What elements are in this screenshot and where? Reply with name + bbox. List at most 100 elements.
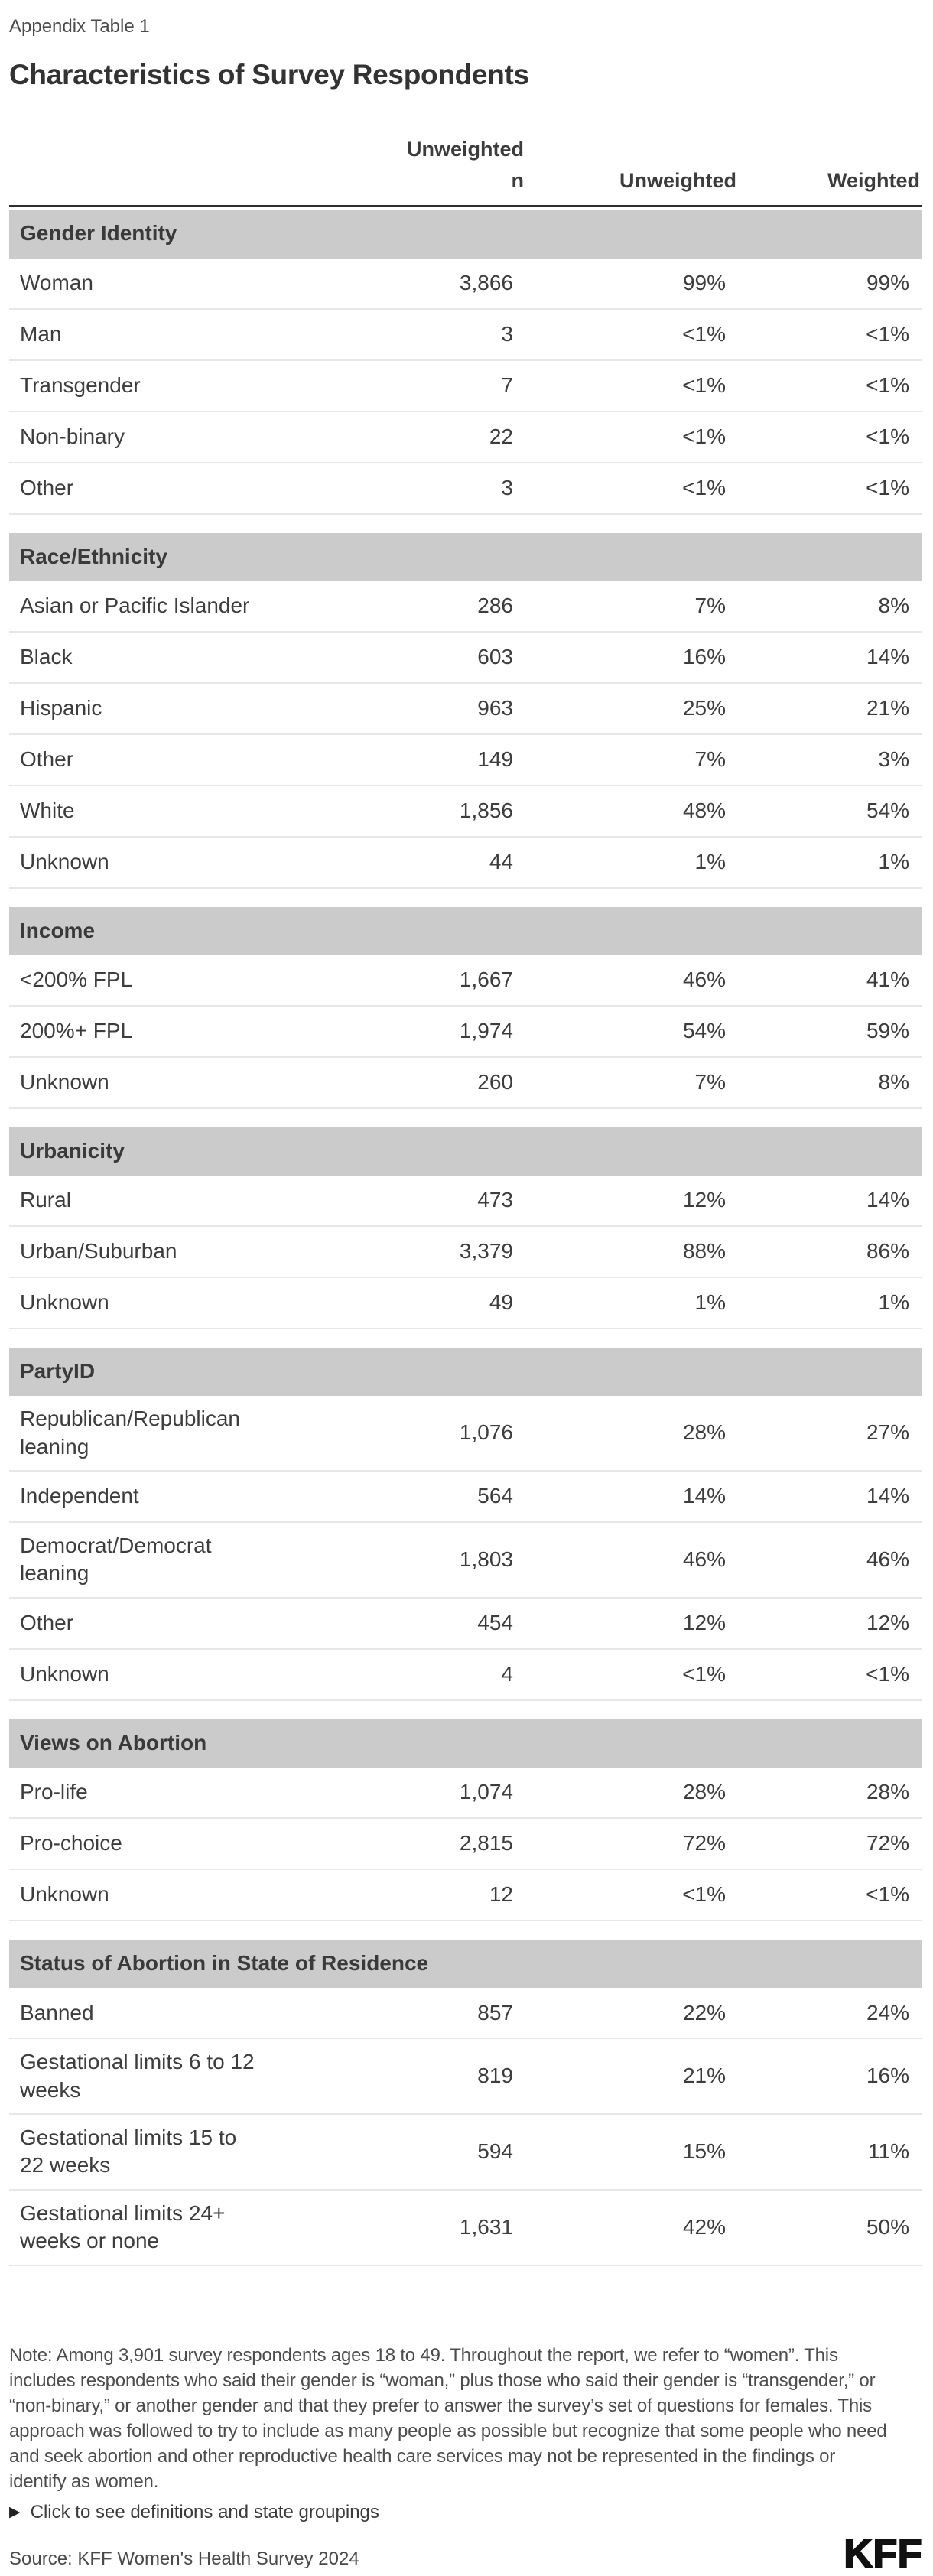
row-unweighted-pct-value: 28%: [682, 1420, 726, 1445]
note-text: Note: Among 3,901 survey respondents age…: [9, 2344, 887, 2492]
row-label: Transgender: [20, 372, 141, 397]
row-weighted-pct-value: <1%: [866, 1662, 909, 1686]
row-label: Asian or Pacific Islander: [20, 594, 250, 618]
row-unweighted-pct-value: 14%: [682, 1484, 726, 1508]
row-unweighted-pct-value: 46%: [682, 1547, 726, 1572]
row-weighted-pct-value: 41%: [866, 968, 909, 992]
row-unweighted-n-value: 3,379: [459, 1239, 513, 1264]
row-unweighted-n-value: 260: [477, 1070, 513, 1094]
table-row: Pro-life 1,074 28% 28%: [9, 1768, 922, 1820]
row-weighted-pct-value: 86%: [866, 1239, 909, 1264]
row-weighted-pct-value: 8%: [878, 1070, 909, 1094]
row-label: Unknown: [20, 1662, 109, 1686]
row-unweighted-n-value: 1,074: [459, 1780, 513, 1804]
table-eyebrow: Appendix Table 1: [9, 16, 150, 37]
table-body: Gender Identity Woman 3,866 99% 99% Man …: [9, 210, 922, 2266]
table-section: Views on Abortion Pro-life 1,074 28% 28%…: [9, 1719, 922, 1922]
table-row: Democrat/Democrat leaning 1,803 46% 46%: [9, 1523, 922, 1599]
row-unweighted-pct-value: 12%: [682, 1188, 726, 1212]
row-weighted-pct-value: 46%: [866, 1547, 909, 1572]
row-label: Pro-choice: [20, 1831, 122, 1856]
row-unweighted-n-value: 44: [489, 850, 513, 874]
table-row: Asian or Pacific Islander 286 7% 8%: [9, 581, 922, 633]
row-weighted-pct-value: 54%: [866, 798, 909, 823]
row-weighted-pct-value: <1%: [866, 475, 909, 499]
respondent-characteristics-table: Unweighted n Unweighted Weighted Gender …: [9, 134, 922, 2266]
row-weighted-pct-value: <1%: [866, 424, 909, 448]
row-unweighted-pct-value: 15%: [682, 2139, 726, 2164]
row-label: Unknown: [20, 1290, 109, 1315]
row-unweighted-pct-value: <1%: [682, 1662, 726, 1686]
row-unweighted-n-value: 1,803: [459, 1547, 513, 1572]
table-row: White 1,856 48% 54%: [9, 786, 922, 838]
table-section: Gender Identity Woman 3,866 99% 99% Man …: [9, 210, 922, 515]
table-row: Non-binary 22 <1% <1%: [9, 412, 922, 463]
row-unweighted-n-value: 594: [477, 2139, 513, 2164]
row-unweighted-pct-value: 1%: [694, 850, 726, 874]
row-label: Banned: [20, 2000, 94, 2025]
table-row: Man 3 <1% <1%: [9, 310, 922, 361]
row-label: White: [20, 798, 75, 823]
row-unweighted-pct-value: 1%: [694, 1290, 726, 1315]
row-unweighted-pct-value: <1%: [682, 475, 726, 499]
row-unweighted-n-value: 473: [477, 1188, 513, 1212]
row-unweighted-n-value: 3: [501, 475, 513, 499]
kff-logo: KFF: [843, 2531, 922, 2576]
row-unweighted-pct-value: 7%: [694, 594, 726, 618]
row-label: Other: [20, 475, 74, 499]
row-label: Rural: [20, 1188, 71, 1212]
row-weighted-pct-value: 50%: [866, 2214, 909, 2239]
row-label: Unknown: [20, 1070, 109, 1094]
row-weighted-pct-value: 28%: [866, 1780, 909, 1804]
section-rows: Asian or Pacific Islander 286 7% 8% Blac…: [9, 581, 922, 889]
table-row: Unknown 260 7% 8%: [9, 1058, 922, 1109]
table-row: Gestational limits 24+ weeks or none 1,6…: [9, 2191, 922, 2266]
row-unweighted-pct-value: 88%: [682, 1239, 726, 1264]
row-unweighted-pct-value: 22%: [682, 2000, 726, 2025]
section-header: Urbanicity: [9, 1127, 922, 1176]
row-label: Gestational limits 6 to 12 weeks: [20, 2050, 255, 2102]
table-row: Independent 564 14% 14%: [9, 1472, 922, 1524]
row-weighted-pct-value: 11%: [868, 2139, 909, 2164]
definitions-toggle[interactable]: ▶ Click to see definitions and state gro…: [9, 2502, 379, 2523]
page-title: Characteristics of Survey Respondents: [9, 58, 529, 90]
row-weighted-pct-value: 14%: [866, 645, 909, 669]
table-row: <200% FPL 1,667 46% 41%: [9, 955, 922, 1007]
row-unweighted-n-value: 1,667: [459, 968, 513, 992]
row-unweighted-pct-value: 72%: [682, 1831, 726, 1856]
row-label: Gestational limits 24+ weeks or none: [20, 2200, 226, 2253]
section-rows: Republican/Republican leaning 1,076 28% …: [9, 1396, 922, 1701]
row-weighted-pct-value: 12%: [866, 1611, 909, 1635]
section-header: Views on Abortion: [9, 1719, 922, 1768]
table-section: Race/Ethnicity Asian or Pacific Islander…: [9, 532, 922, 889]
row-unweighted-n-value: 1,631: [459, 2214, 513, 2239]
table-row: Urban/Suburban 3,379 88% 86%: [9, 1227, 922, 1279]
row-unweighted-pct-value: 48%: [682, 798, 726, 823]
row-label: Independent: [20, 1484, 139, 1508]
table-row: Republican/Republican leaning 1,076 28% …: [9, 1396, 922, 1472]
row-label: Urban/Suburban: [20, 1239, 177, 1264]
table-section: PartyID Republican/Republican leaning 1,…: [9, 1348, 922, 1701]
row-label: Man: [20, 321, 62, 346]
row-unweighted-n-value: 7: [501, 372, 513, 397]
row-unweighted-pct-value: <1%: [682, 372, 726, 397]
table-row: Woman 3,866 99% 99%: [9, 259, 922, 310]
row-label: 200%+ FPL: [20, 1019, 133, 1043]
row-unweighted-pct-value: 46%: [682, 968, 726, 992]
section-header: Gender Identity: [9, 210, 922, 259]
row-unweighted-n-value: 963: [477, 696, 513, 720]
row-unweighted-pct-value: <1%: [682, 424, 726, 448]
row-unweighted-n-value: 4: [501, 1662, 513, 1686]
row-weighted-pct-value: 3%: [878, 747, 909, 772]
row-weighted-pct-value: 1%: [878, 850, 909, 874]
section-header: Income: [9, 906, 922, 955]
table-row: Unknown 12 <1% <1%: [9, 1870, 922, 1922]
row-label: Woman: [20, 270, 93, 294]
column-header-unweighted-n: Unweighted n: [407, 138, 524, 192]
row-unweighted-pct-value: <1%: [682, 321, 726, 346]
row-unweighted-n-value: 2,815: [459, 1831, 513, 1856]
row-label: <200% FPL: [20, 968, 133, 992]
table-row: Unknown 4 <1% <1%: [9, 1650, 922, 1701]
row-unweighted-n-value: 454: [477, 1611, 513, 1635]
